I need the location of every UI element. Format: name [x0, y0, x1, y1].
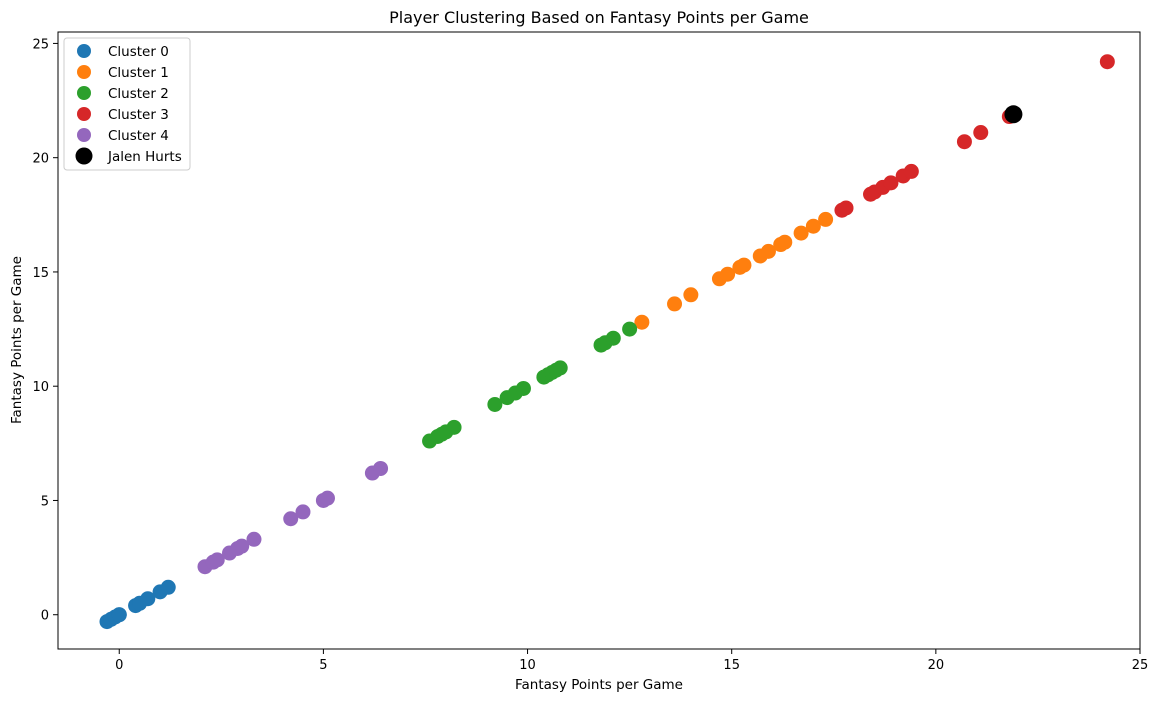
data-point [683, 287, 699, 303]
data-point [903, 163, 919, 179]
data-point [1004, 105, 1023, 124]
data-point [487, 396, 503, 412]
legend-marker [77, 65, 91, 79]
data-point [793, 225, 809, 241]
x-tick-label: 0 [115, 658, 123, 673]
x-tick-label: 15 [723, 658, 740, 673]
data-point [283, 511, 299, 527]
y-tick-label: 0 [41, 609, 49, 624]
data-point [140, 591, 156, 607]
points-layer [99, 54, 1115, 630]
plot-area [57, 31, 1141, 650]
legend: Cluster 0 Cluster 1 Cluster 2 Cluster 3 Clus… [63, 37, 191, 171]
data-point [373, 460, 389, 476]
legend-label: Cluster 0 [108, 44, 169, 60]
legend-marker [77, 86, 91, 100]
legend-label: Cluster 2 [108, 86, 169, 102]
data-point [818, 211, 834, 227]
data-point [805, 218, 821, 234]
legend-label: Cluster 1 [108, 65, 169, 81]
legend-items: Cluster 0 Cluster 1 Cluster 2 Cluster 3 Clus… [75, 44, 182, 165]
y-tick-label: 5 [41, 494, 49, 509]
data-point [634, 314, 650, 330]
data-point [246, 531, 262, 547]
series-cluster-4 [197, 460, 389, 575]
data-point [838, 200, 854, 216]
x-tick-label: 20 [928, 658, 945, 673]
data-point [295, 504, 311, 520]
y-tick-label: 20 [32, 152, 49, 167]
data-point [515, 380, 531, 396]
data-point [446, 419, 462, 435]
data-point [234, 538, 250, 554]
data-point [760, 243, 776, 259]
x-tick-label: 25 [1132, 658, 1149, 673]
data-point [777, 234, 793, 250]
data-point [667, 296, 683, 312]
data-point [883, 175, 899, 191]
legend-marker [75, 147, 93, 165]
y-tick-label: 25 [32, 37, 49, 52]
data-point [605, 330, 621, 346]
data-point [622, 321, 638, 337]
legend-label: Jalen Hurts [107, 149, 182, 165]
y-axis-label: Fantasy Points per Game [9, 256, 25, 424]
data-point [552, 360, 568, 376]
data-point [956, 134, 972, 150]
data-point [720, 266, 736, 282]
data-point [209, 552, 225, 568]
x-axis-label: Fantasy Points per Game [515, 677, 683, 693]
legend-label: Cluster 4 [108, 128, 169, 144]
series-jalen-hurts [1004, 105, 1023, 124]
legend-marker [77, 44, 91, 58]
x-axis-ticks: 0 5 10 15 20 25 [115, 649, 1148, 673]
y-tick-label: 10 [32, 380, 49, 395]
legend-label: Cluster 3 [108, 107, 169, 123]
x-tick-label: 5 [319, 658, 327, 673]
y-tick-label: 15 [32, 266, 49, 281]
legend-frame [63, 37, 191, 171]
chart-title: Player Clustering Based on Fantasy Point… [389, 8, 809, 27]
x-tick-label: 10 [519, 658, 536, 673]
data-point [1099, 54, 1115, 70]
y-axis-ticks: 0 5 10 15 20 25 [32, 37, 58, 624]
axes-frame [57, 31, 1141, 650]
data-point [973, 125, 989, 141]
legend-marker [77, 107, 91, 121]
data-point [160, 579, 176, 595]
data-point [736, 257, 752, 273]
legend-marker [77, 128, 91, 142]
data-point [111, 607, 127, 623]
data-point [319, 490, 335, 506]
series-cluster-1 [634, 211, 834, 330]
series-cluster-2 [422, 321, 638, 449]
series-cluster-0 [99, 579, 176, 630]
